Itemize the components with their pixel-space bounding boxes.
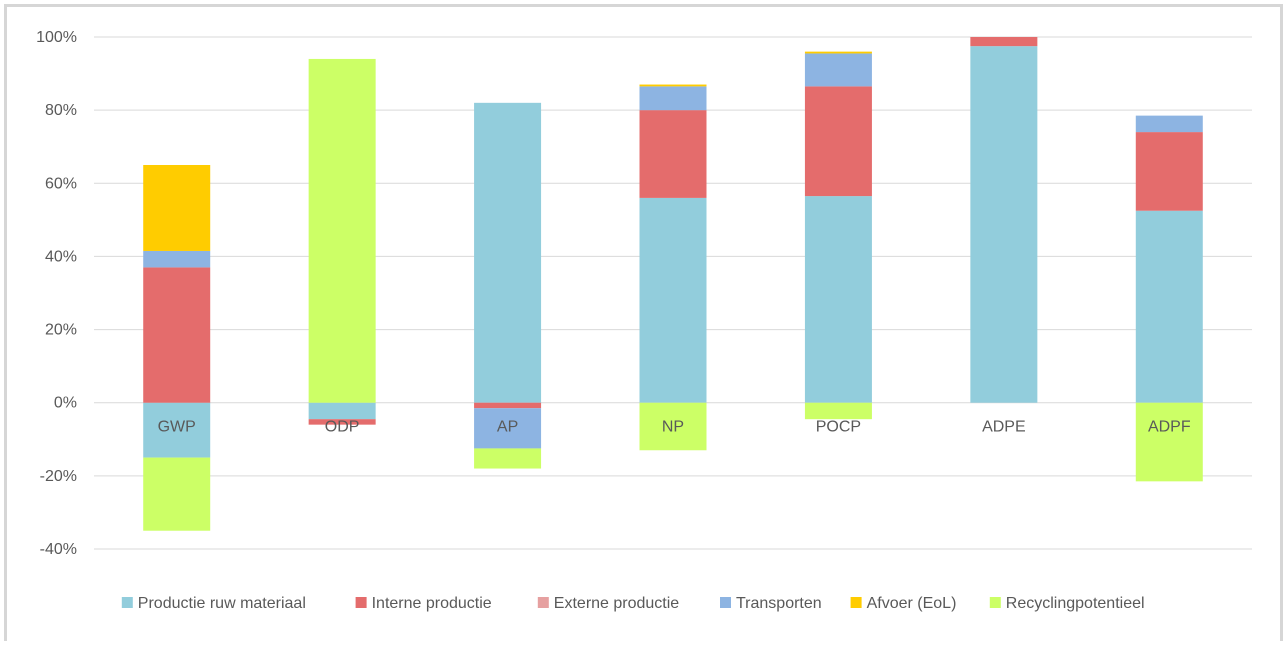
- bar-segment: [804, 51, 872, 54]
- bar-segment: [1135, 402, 1203, 482]
- bar-segment: [474, 102, 542, 403]
- y-tick-label: 0%: [54, 395, 77, 412]
- bar-segment: [970, 37, 1038, 47]
- legend-swatch: [989, 597, 1001, 608]
- chart-frame: 100% 80% 60% 40% 20% 0% -20% -40% GWP ODP AP NP POC…: [4, 4, 1283, 641]
- bar-segment: [804, 196, 872, 403]
- legend-label: Interne productie: [372, 595, 492, 612]
- bar-segment: [143, 165, 211, 251]
- bar-segment: [143, 250, 211, 268]
- bar-segment: [639, 86, 707, 111]
- y-tick-label: 100%: [36, 29, 77, 46]
- bar-segment: [474, 402, 542, 409]
- category-label: ODP: [325, 419, 360, 436]
- category-label: NP: [662, 419, 684, 436]
- bar-segment: [970, 46, 1038, 403]
- bar-segment: [1135, 132, 1203, 211]
- bar-segment: [804, 402, 872, 420]
- bar-segment: [804, 86, 872, 197]
- bar-segment: [639, 84, 707, 87]
- legend-swatch: [850, 597, 862, 608]
- y-tick-label: 40%: [45, 248, 77, 265]
- y-tick-label: 60%: [45, 175, 77, 192]
- y-tick-label: -40%: [40, 541, 77, 558]
- bar-segment: [308, 58, 376, 403]
- legend-label: Productie ruw materiaal: [138, 595, 306, 612]
- category-label: POCP: [816, 419, 861, 436]
- category-label: GWP: [158, 419, 196, 436]
- bar-segment: [143, 402, 211, 458]
- bar-segment: [1135, 210, 1203, 403]
- legend-swatch: [720, 597, 731, 608]
- bar-segment: [308, 419, 376, 425]
- legend-label: Externe productie: [554, 595, 680, 612]
- legend-label: Recyclingpotentieel: [1006, 595, 1145, 612]
- stacked-bar-chart: 100% 80% 60% 40% 20% 0% -20% -40% GWP ODP AP NP POC…: [36, 29, 1252, 612]
- category-label: AP: [497, 419, 518, 436]
- legend-label: Afvoer (EoL): [867, 595, 957, 612]
- bar-segment: [804, 53, 872, 87]
- bar-segment: [639, 402, 707, 451]
- legend-swatch: [121, 597, 133, 608]
- legend-swatch: [537, 597, 549, 608]
- category-label: ADPE: [982, 419, 1026, 436]
- legend-swatch: [355, 597, 367, 608]
- bar-segment: [474, 408, 542, 449]
- y-tick-label: -20%: [40, 468, 77, 485]
- bar-segment: [308, 402, 376, 420]
- bar-segment: [143, 457, 211, 531]
- category-label: ADPF: [1148, 419, 1191, 436]
- bar-segment: [1135, 115, 1203, 133]
- bar-segment: [143, 267, 211, 403]
- y-tick-label: 20%: [45, 322, 77, 339]
- bar-segment: [639, 197, 707, 403]
- bar-segment: [639, 110, 707, 198]
- bar-segment: [474, 448, 542, 469]
- legend-label: Transporten: [736, 595, 822, 612]
- y-tick-label: 80%: [45, 102, 77, 119]
